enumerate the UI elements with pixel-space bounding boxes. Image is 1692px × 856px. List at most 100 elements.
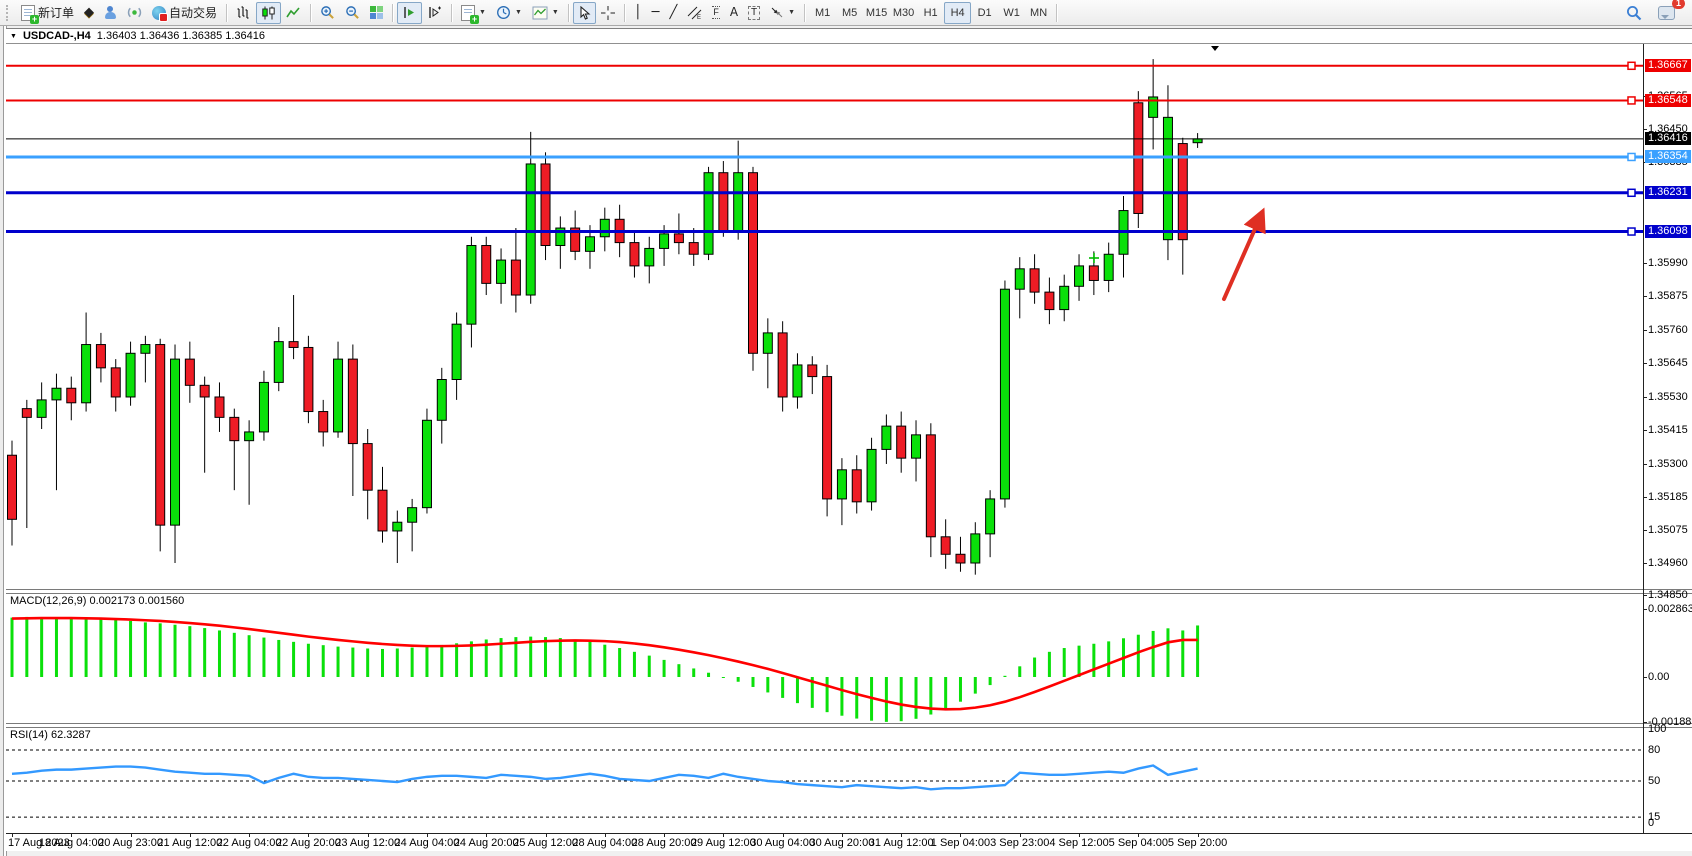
price-tick-mark: [1643, 329, 1647, 331]
timeframe-label: M30: [892, 6, 915, 19]
timeframe-label: H4: [950, 6, 965, 19]
signals-button[interactable]: [122, 2, 147, 24]
timeframe-button-h4[interactable]: H4: [944, 1, 972, 24]
toolbar-separator: [451, 3, 453, 22]
rsi-pane-splitter[interactable]: [6, 723, 1692, 728]
rsi-indicator-label: RSI(14) 62.3287: [10, 729, 91, 741]
cursor-button[interactable]: [572, 1, 596, 24]
toolbar-separator: [804, 3, 806, 22]
equidistant-channel-button[interactable]: E: [682, 2, 707, 24]
zoom-out-button[interactable]: [340, 2, 365, 24]
toolbar-grip[interactable]: [6, 4, 12, 21]
timeframe-button-m30[interactable]: M30: [890, 2, 917, 24]
time-axis-label: 24 Aug 20:00: [453, 837, 519, 849]
auto-trading-button[interactable]: 自动交易: [147, 2, 222, 24]
data-window-button[interactable]: [99, 2, 122, 24]
toolbar-separator: [392, 3, 394, 22]
candlestick-chart-button[interactable]: [256, 1, 282, 24]
time-axis-label: 24 Aug 04:00: [394, 837, 460, 849]
arrows-dropdown-button[interactable]: ▼: [765, 2, 800, 24]
price-tick-label: 1.35075: [1648, 523, 1688, 536]
macd-pane-splitter[interactable]: [6, 589, 1692, 594]
time-tick-mark: [12, 833, 13, 837]
time-axis-label: 17 Aug 2023: [8, 837, 70, 849]
new-order-button[interactable]: + 新订单: [16, 2, 79, 24]
fibonacci-icon: F: [712, 6, 720, 19]
collapse-triangle-icon[interactable]: ▼: [10, 32, 17, 40]
search-button[interactable]: [1621, 2, 1647, 24]
time-axis-label: 5 Sep 04:00: [1108, 837, 1168, 849]
text-label-button[interactable]: T: [743, 2, 765, 24]
toolbar-right-group: 1: [1621, 0, 1685, 24]
time-tick-mark: [841, 833, 843, 837]
time-tick-mark: [901, 833, 903, 837]
trendline-icon: ╱: [669, 5, 678, 20]
vertical-line-button[interactable]: │: [629, 2, 647, 24]
price-axis-line: [1643, 44, 1644, 833]
price-tick-label: 1.35530: [1648, 390, 1688, 403]
timeframe-button-mn[interactable]: MN: [1025, 2, 1052, 24]
timeframe-button-h1[interactable]: H1: [917, 2, 944, 24]
signal-icon: [127, 7, 142, 18]
time-tick-mark: [664, 833, 666, 837]
periods-button[interactable]: ▼: [491, 2, 527, 24]
chat-button[interactable]: 1: [1653, 0, 1685, 24]
macd-tick-mark: [1643, 721, 1647, 723]
timeframe-button-m1[interactable]: M1: [809, 2, 836, 24]
chart-shift-icon: [429, 6, 442, 18]
auto-trading-label: 自动交易: [169, 6, 218, 20]
timeframe-button-m5[interactable]: M5: [836, 2, 863, 24]
new-order-label: 新订单: [38, 6, 75, 20]
line-chart-icon: [286, 6, 300, 17]
horizontal-line-button[interactable]: ─: [647, 2, 665, 24]
time-axis-label: 28 Aug 20:00: [631, 837, 697, 849]
price-tick-label: 1.35645: [1648, 357, 1688, 370]
gold-diamond-icon: ◆: [84, 5, 95, 20]
timeframe-button-d1[interactable]: D1: [971, 2, 998, 24]
text-button[interactable]: A: [725, 2, 743, 24]
macd-tick-mark: [1643, 609, 1647, 610]
chart-titlebar[interactable]: ▼ USDCAD-,H4 1.36403 1.36436 1.36385 1.3…: [6, 29, 1692, 44]
rsi-tick-label: 15: [1648, 811, 1661, 824]
price-level-badge: 1.36231: [1645, 186, 1691, 200]
line-chart-button[interactable]: [281, 2, 306, 24]
price-tick-mark: [1643, 430, 1647, 432]
time-tick-mark: [545, 833, 547, 837]
macd-indicator-label: MACD(12,26,9) 0.002173 0.001560: [10, 595, 185, 607]
auto-scroll-button[interactable]: [397, 1, 423, 24]
price-tick-mark: [1643, 529, 1647, 531]
dropdown-arrow-icon: ▼: [514, 9, 522, 16]
person-icon: [104, 6, 117, 19]
timeframe-label: M15: [865, 6, 888, 19]
fibonacci-button[interactable]: F: [707, 2, 725, 24]
chat-unread-badge: 1: [1672, 0, 1685, 9]
price-tick-label: 1.34850: [1648, 589, 1688, 602]
price-tick-label: 1.35760: [1648, 323, 1688, 336]
crosshair-button[interactable]: [596, 2, 620, 24]
timeframe-label: M1: [814, 6, 831, 19]
time-axis-label: 21 Aug 12:00: [157, 837, 223, 849]
time-tick-mark: [486, 833, 488, 837]
horizontal-line-icon: ─: [651, 5, 660, 20]
bar-chart-button[interactable]: [231, 2, 256, 24]
zoom-in-button[interactable]: [315, 2, 340, 24]
chart-shift-button[interactable]: [422, 2, 447, 24]
price-level-badge: 1.36416: [1645, 132, 1691, 146]
timeframe-button-w1[interactable]: W1: [998, 2, 1025, 24]
chat-bubble-icon: [1658, 5, 1675, 20]
time-tick-mark: [367, 833, 369, 837]
toolbar-separator: [567, 3, 569, 22]
templates-button[interactable]: ▼: [527, 2, 564, 24]
market-watch-button[interactable]: ◆: [79, 2, 99, 24]
zoom-in-icon: [321, 6, 334, 19]
tile-windows-button[interactable]: [365, 2, 388, 24]
time-tick-mark: [71, 833, 73, 837]
time-tick-mark: [249, 833, 251, 837]
timeframe-label: MN: [1030, 6, 1048, 19]
timeframe-button-m15[interactable]: M15: [863, 2, 890, 24]
time-axis-label: 5 Sep 20:00: [1167, 837, 1228, 849]
trendline-button[interactable]: ╱: [665, 2, 683, 24]
toolbar-separator: [1056, 3, 1058, 22]
indicators-button[interactable]: + ▼: [456, 2, 491, 24]
time-axis[interactable]: [6, 834, 1692, 851]
